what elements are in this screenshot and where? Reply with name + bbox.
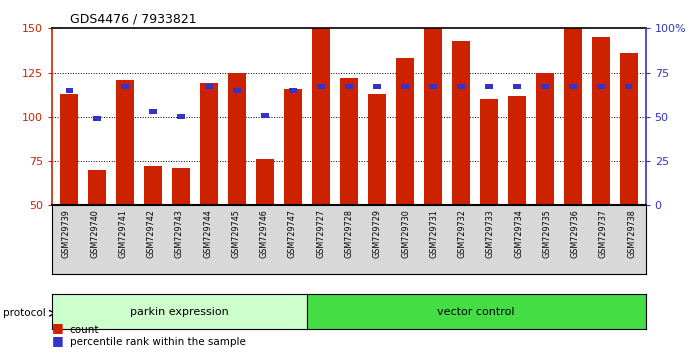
Text: GSM729736: GSM729736 — [570, 209, 579, 258]
Text: GSM729732: GSM729732 — [457, 209, 466, 258]
Text: GSM729734: GSM729734 — [514, 209, 523, 258]
Bar — [452, 41, 470, 205]
Bar — [564, 28, 582, 205]
Bar — [368, 94, 386, 205]
Bar — [88, 170, 106, 205]
Bar — [396, 58, 414, 205]
Bar — [485, 84, 493, 89]
Text: GSM729740: GSM729740 — [90, 209, 99, 258]
Bar — [480, 99, 498, 205]
Bar — [290, 88, 297, 93]
Text: GSM729739: GSM729739 — [62, 209, 71, 258]
Bar — [570, 84, 577, 89]
Text: GSM729743: GSM729743 — [175, 209, 184, 258]
Bar — [144, 166, 162, 205]
Text: GSM729747: GSM729747 — [288, 209, 297, 258]
Bar — [508, 96, 526, 205]
Bar — [592, 37, 610, 205]
Bar — [541, 84, 549, 89]
Text: GSM729729: GSM729729 — [373, 209, 382, 258]
Text: GSM729733: GSM729733 — [486, 209, 495, 258]
Text: GSM729730: GSM729730 — [401, 209, 410, 258]
Bar — [625, 84, 632, 89]
Bar — [200, 83, 218, 205]
Text: GSM729745: GSM729745 — [232, 209, 241, 258]
Bar — [424, 28, 442, 205]
Text: GSM729742: GSM729742 — [147, 209, 156, 258]
Bar — [318, 84, 325, 89]
Text: GSM729735: GSM729735 — [542, 209, 551, 258]
Bar — [620, 53, 638, 205]
Bar — [256, 159, 274, 205]
Bar — [373, 84, 380, 89]
Bar — [262, 113, 269, 118]
Bar — [228, 73, 246, 205]
Bar — [60, 94, 78, 205]
Bar — [172, 168, 190, 205]
Text: GSM729731: GSM729731 — [429, 209, 438, 258]
Bar — [284, 88, 302, 205]
Text: ■: ■ — [52, 334, 64, 347]
Bar — [121, 84, 128, 89]
Text: percentile rank within the sample: percentile rank within the sample — [70, 337, 246, 347]
Text: GSM729744: GSM729744 — [203, 209, 212, 258]
Bar — [346, 84, 352, 89]
Bar — [312, 28, 330, 205]
Bar — [149, 109, 157, 114]
Text: GDS4476 / 7933821: GDS4476 / 7933821 — [70, 12, 196, 25]
Bar — [66, 88, 73, 93]
Text: GSM729738: GSM729738 — [627, 209, 636, 258]
Bar — [429, 84, 436, 89]
Bar — [205, 84, 213, 89]
Text: GSM729746: GSM729746 — [260, 209, 269, 258]
Text: count: count — [70, 325, 99, 335]
Bar — [401, 84, 408, 89]
Text: GSM729741: GSM729741 — [119, 209, 128, 258]
Text: GSM729728: GSM729728 — [345, 209, 353, 258]
Bar — [536, 73, 554, 205]
Bar — [513, 84, 521, 89]
Text: GSM729737: GSM729737 — [599, 209, 608, 258]
Text: vector control: vector control — [438, 307, 515, 316]
Bar — [340, 78, 358, 205]
Text: GSM729727: GSM729727 — [316, 209, 325, 258]
Bar — [94, 116, 101, 121]
Bar — [457, 84, 465, 89]
Bar — [597, 84, 604, 89]
Text: parkin expression: parkin expression — [130, 307, 229, 316]
Bar — [233, 88, 241, 93]
Bar — [116, 80, 134, 205]
Text: ■: ■ — [52, 321, 64, 335]
Bar — [177, 114, 185, 119]
Text: protocol: protocol — [3, 308, 46, 318]
